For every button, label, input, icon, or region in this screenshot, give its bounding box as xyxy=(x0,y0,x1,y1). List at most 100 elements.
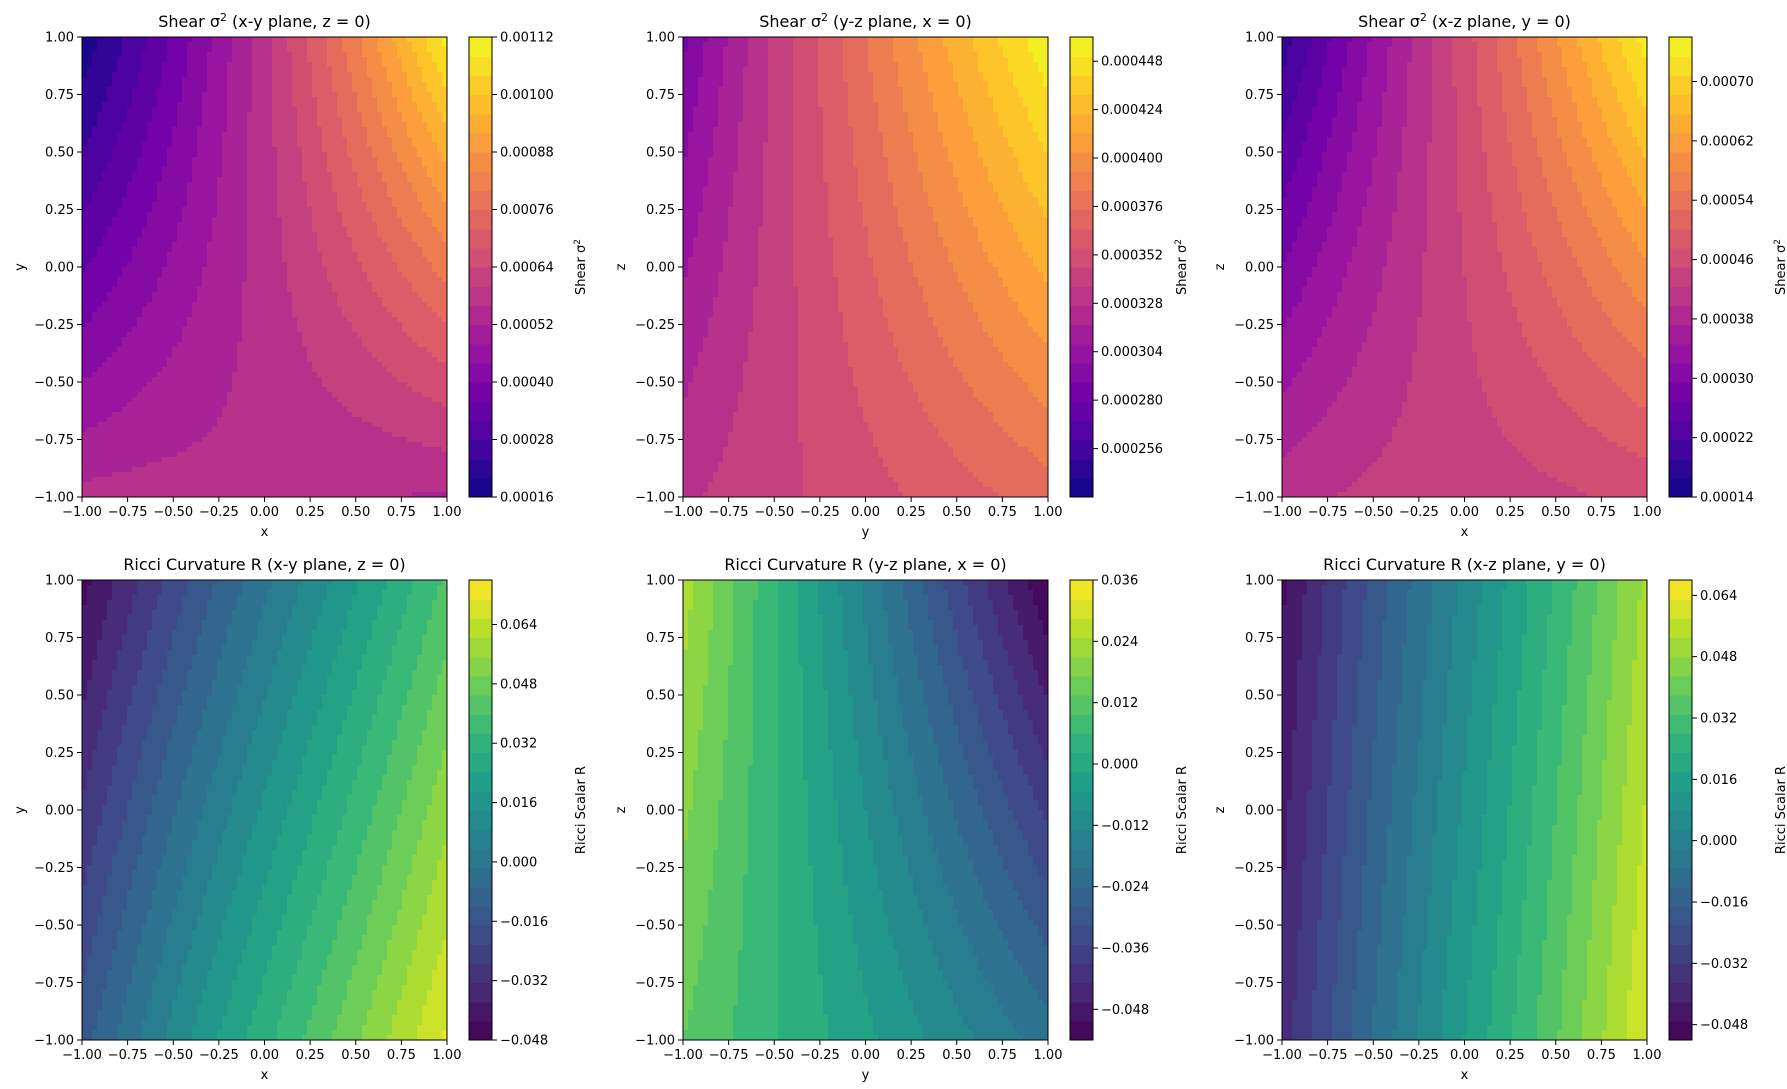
contour-cell xyxy=(112,477,118,483)
contour-cell xyxy=(127,227,133,233)
contour-cell xyxy=(137,157,143,163)
contour-cell xyxy=(112,52,118,58)
contour-cell xyxy=(197,422,203,428)
contour-cell xyxy=(92,227,98,233)
contour-cell xyxy=(247,247,253,253)
contour-cell xyxy=(232,212,238,218)
contour-cell xyxy=(177,147,183,153)
contour-cell xyxy=(97,137,103,143)
contour-cell xyxy=(182,432,188,438)
contour-cell xyxy=(157,252,163,258)
contour-cell xyxy=(237,122,243,128)
contour-cell xyxy=(82,407,88,413)
contour-cell xyxy=(202,172,208,178)
contour-cell xyxy=(172,487,178,493)
contour-cell xyxy=(152,442,158,448)
contour-cell xyxy=(142,357,148,363)
contour-cell xyxy=(227,462,233,468)
contour-cell xyxy=(122,42,128,48)
contour-cell xyxy=(147,372,153,378)
contour-cell xyxy=(137,307,143,313)
contour-cell xyxy=(92,477,98,483)
contour-cell xyxy=(92,247,98,253)
contour-cell xyxy=(157,482,163,488)
contour-cell xyxy=(162,412,168,418)
contour-cell xyxy=(207,332,213,338)
contour-cell xyxy=(227,57,233,63)
contour-cell xyxy=(122,277,128,283)
contour-cell xyxy=(97,232,103,238)
contour-cell xyxy=(162,312,168,318)
contour-cell xyxy=(142,337,148,343)
contour-cell xyxy=(197,487,203,493)
contour-cell xyxy=(232,72,238,78)
contour-cell xyxy=(172,277,178,283)
contour-cell xyxy=(122,202,128,208)
contour-cell xyxy=(162,332,168,338)
contour-cell xyxy=(167,322,173,328)
contour-cell xyxy=(212,257,218,263)
contour-cell xyxy=(187,82,193,88)
contour-cell xyxy=(157,312,163,318)
contour-cell xyxy=(222,447,228,453)
contour-cell xyxy=(92,322,98,328)
contour-cell xyxy=(107,117,113,123)
contour-cell xyxy=(147,282,153,288)
contour-cell xyxy=(217,327,223,333)
contour-cell xyxy=(177,467,183,473)
contour-cell xyxy=(147,302,153,308)
contour-cell xyxy=(177,302,183,308)
contour-cell xyxy=(132,72,138,78)
contour-cell xyxy=(252,392,258,398)
contour-cell xyxy=(147,167,153,173)
contour-cell xyxy=(122,62,128,68)
contour-cell xyxy=(162,187,168,193)
contour-cell xyxy=(227,162,233,168)
contour-cell xyxy=(97,37,103,43)
contour-cell xyxy=(222,387,228,393)
contour-cell xyxy=(232,482,238,488)
contour-cell xyxy=(252,202,258,208)
contour-cell xyxy=(142,187,148,193)
contour-cell xyxy=(217,482,223,488)
contour-cell xyxy=(107,177,113,183)
contour-cell xyxy=(177,257,183,263)
contour-cell xyxy=(232,132,238,138)
contour-cell xyxy=(82,307,88,313)
contour-cell xyxy=(217,122,223,128)
contour-cell xyxy=(202,467,208,473)
contour-cell xyxy=(247,72,253,78)
contour-cell xyxy=(102,427,108,433)
contour-cell xyxy=(112,422,118,428)
contour-cell xyxy=(242,62,248,68)
contour-cell xyxy=(227,297,233,303)
contour-cell xyxy=(92,257,98,263)
contour-cell xyxy=(197,162,203,168)
contour-cell xyxy=(192,477,198,483)
contour-cell xyxy=(247,117,253,123)
contour-cell xyxy=(82,212,88,218)
contour-cell xyxy=(237,437,243,443)
contour-cell xyxy=(147,232,153,238)
contour-cell xyxy=(247,437,253,443)
contour-cell xyxy=(167,162,173,168)
contour-cell xyxy=(82,287,88,293)
contour-cell xyxy=(107,217,113,223)
contour-cell xyxy=(117,362,123,368)
contour-cell xyxy=(92,182,98,188)
contour-cell xyxy=(217,257,223,263)
contour-cell xyxy=(152,52,158,58)
contour-cell xyxy=(107,347,113,353)
contour-cell xyxy=(247,302,253,308)
contour-cell xyxy=(97,422,103,428)
contour-cell xyxy=(107,87,113,93)
contour-cell xyxy=(222,347,228,353)
contour-cell xyxy=(237,352,243,358)
contour-cell xyxy=(182,382,188,388)
contour-cell xyxy=(232,362,238,368)
contour-cell xyxy=(112,222,118,228)
contour-cell xyxy=(157,62,163,68)
contour-cell xyxy=(167,247,173,253)
contour-cell xyxy=(187,107,193,113)
contour-cell xyxy=(212,92,218,98)
